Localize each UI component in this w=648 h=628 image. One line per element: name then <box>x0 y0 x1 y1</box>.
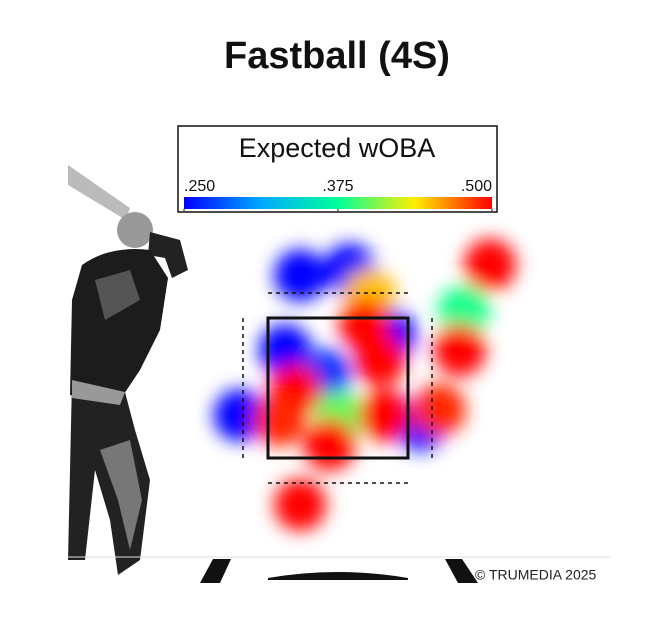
heat-blob <box>438 285 490 337</box>
heat-blob <box>413 383 466 436</box>
heat-blob <box>303 418 356 471</box>
copyright: © TRUMEDIA 2025 <box>475 567 597 583</box>
heat-blob <box>464 238 517 291</box>
heat-blob <box>254 394 307 447</box>
batter-box-left <box>200 559 231 583</box>
heatmap <box>213 238 517 531</box>
heat-blob <box>338 299 391 351</box>
colorbar <box>184 197 492 209</box>
home-plate <box>268 572 408 580</box>
chart-title: Fastball (4S) <box>224 35 450 77</box>
heat-blob <box>274 478 327 531</box>
heat-blob <box>359 389 412 442</box>
heat-blob <box>433 324 486 377</box>
strike-zone <box>266 316 410 460</box>
heat-blob <box>213 389 266 442</box>
colorbar-tick-label: .500 <box>461 178 492 195</box>
batter-box-right <box>445 559 478 583</box>
colorbar-tick-label: .250 <box>184 178 215 195</box>
colorbar-tick-label: .375 <box>322 178 353 195</box>
legend-title: Expected wOBA <box>239 133 436 163</box>
heat-blob <box>259 324 312 377</box>
batter-silhouette <box>68 165 188 575</box>
heat-blob <box>274 249 327 302</box>
